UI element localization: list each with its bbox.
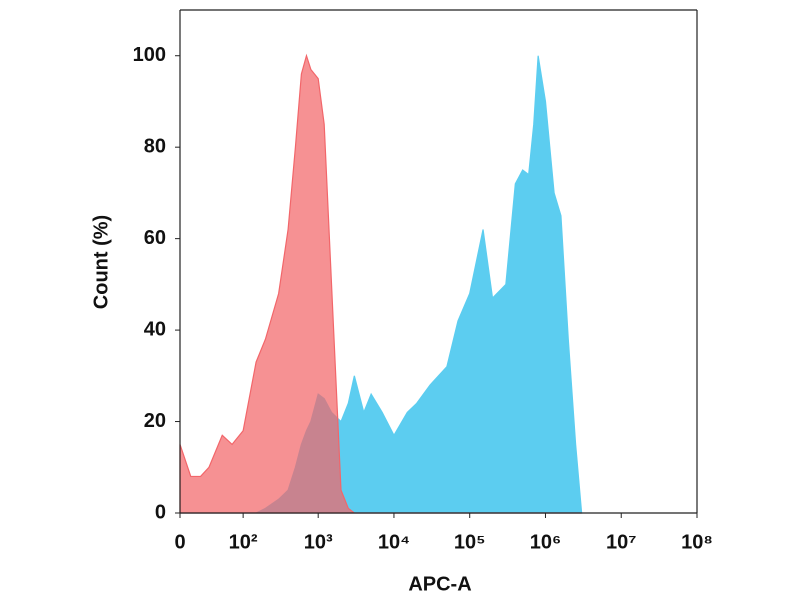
y-tick-label: 60 xyxy=(144,227,166,249)
x-tick-label: 10² xyxy=(229,531,258,553)
x-tick-label: 10³ xyxy=(304,531,333,553)
x-tick-label: 0 xyxy=(174,531,185,553)
x-tick-label: 10⁴ xyxy=(378,531,410,553)
y-tick-label: 40 xyxy=(144,318,166,340)
y-tick-label: 0 xyxy=(155,501,166,523)
x-tick-label: 10⁵ xyxy=(454,531,486,553)
y-tick-label: 80 xyxy=(144,135,166,157)
x-tick-label: 10⁶ xyxy=(530,531,561,553)
x-axis-label: APC-A xyxy=(408,573,471,595)
plot-area xyxy=(179,53,583,514)
x-tick-label: 10⁷ xyxy=(606,531,637,553)
x-tick-label: 10⁸ xyxy=(681,531,713,553)
y-axis-label: Count (%) xyxy=(90,215,112,309)
y-tick-label: 100 xyxy=(133,44,166,66)
y-tick-label: 20 xyxy=(144,410,166,432)
